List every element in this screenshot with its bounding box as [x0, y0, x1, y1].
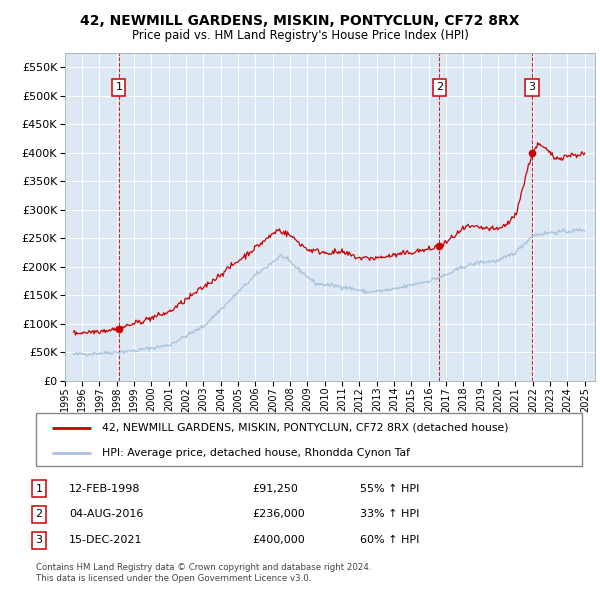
Text: 1: 1	[115, 83, 122, 93]
Text: 1: 1	[35, 484, 43, 493]
Text: 33% ↑ HPI: 33% ↑ HPI	[360, 510, 419, 519]
Text: 42, NEWMILL GARDENS, MISKIN, PONTYCLUN, CF72 8RX (detached house): 42, NEWMILL GARDENS, MISKIN, PONTYCLUN, …	[101, 423, 508, 433]
Text: 15-DEC-2021: 15-DEC-2021	[69, 536, 143, 545]
Text: £400,000: £400,000	[252, 536, 305, 545]
Text: 2: 2	[436, 83, 443, 93]
Text: This data is licensed under the Open Government Licence v3.0.: This data is licensed under the Open Gov…	[36, 573, 311, 583]
Text: £91,250: £91,250	[252, 484, 298, 493]
Text: 2: 2	[35, 510, 43, 519]
Text: 55% ↑ HPI: 55% ↑ HPI	[360, 484, 419, 493]
Text: HPI: Average price, detached house, Rhondda Cynon Taf: HPI: Average price, detached house, Rhon…	[101, 448, 410, 458]
Text: 3: 3	[35, 536, 43, 545]
Text: Contains HM Land Registry data © Crown copyright and database right 2024.: Contains HM Land Registry data © Crown c…	[36, 563, 371, 572]
Text: 60% ↑ HPI: 60% ↑ HPI	[360, 536, 419, 545]
Text: 12-FEB-1998: 12-FEB-1998	[69, 484, 140, 493]
Text: 3: 3	[529, 83, 536, 93]
Text: 42, NEWMILL GARDENS, MISKIN, PONTYCLUN, CF72 8RX: 42, NEWMILL GARDENS, MISKIN, PONTYCLUN, …	[80, 14, 520, 28]
Text: £236,000: £236,000	[252, 510, 305, 519]
Text: Price paid vs. HM Land Registry's House Price Index (HPI): Price paid vs. HM Land Registry's House …	[131, 29, 469, 42]
Text: 04-AUG-2016: 04-AUG-2016	[69, 510, 143, 519]
